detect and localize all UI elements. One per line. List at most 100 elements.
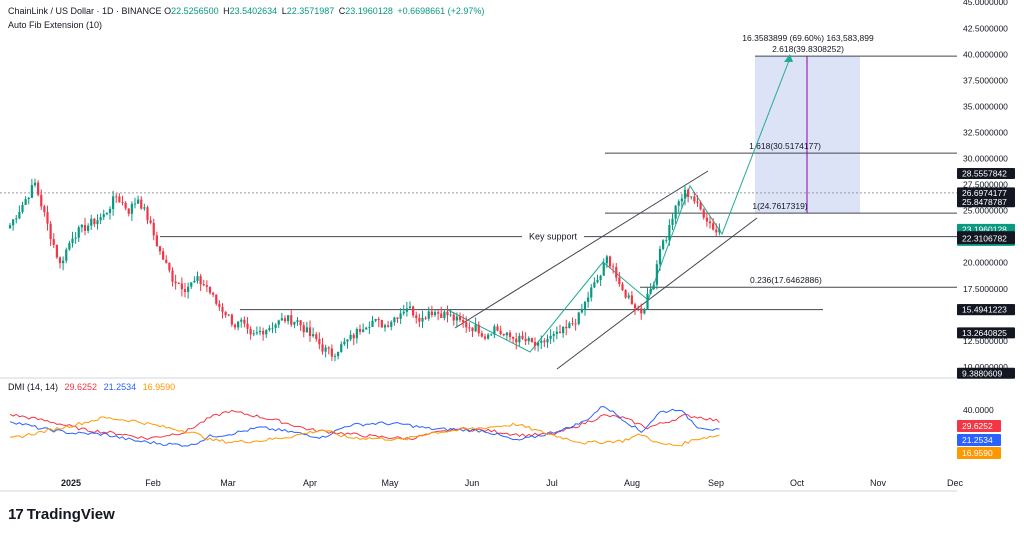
dmi-value: 29.6252 (64, 382, 98, 392)
time-axis-label: May (381, 478, 399, 488)
candle (355, 329, 358, 339)
candle (318, 338, 321, 345)
candle (568, 323, 571, 329)
candle (205, 285, 208, 287)
candle (477, 324, 480, 334)
candle (112, 196, 115, 210)
candle (21, 204, 24, 212)
candle (208, 286, 212, 293)
price-axis-label: 32.5000000 (963, 127, 1008, 137)
price-tag-bg (957, 187, 1015, 199)
candle (108, 209, 112, 213)
candle (555, 331, 558, 334)
dmi-tag-bg (957, 420, 1001, 432)
tradingview-logo-icon: 17 (8, 506, 24, 523)
candle (199, 276, 202, 285)
candle (605, 256, 608, 264)
candle (221, 307, 224, 312)
candle (227, 314, 230, 316)
candle (8, 225, 12, 229)
price-axis-label: 42.5000000 (963, 23, 1008, 33)
candle (533, 341, 537, 346)
price-tag-bg (957, 367, 1015, 379)
candle (490, 334, 493, 336)
candle (283, 318, 287, 322)
price-tag-label: 23.1960128 (962, 224, 1007, 234)
candle (599, 275, 602, 281)
price-axis-label: 12.5000000 (963, 336, 1008, 346)
candle (690, 196, 693, 198)
candle (715, 229, 718, 233)
candle (633, 304, 637, 309)
candle (452, 314, 455, 321)
candle (574, 323, 577, 325)
candle (421, 317, 424, 322)
candle (71, 238, 74, 244)
dmi-tag-bg (957, 447, 1001, 459)
price-tag-bg (957, 304, 1015, 316)
candle (333, 356, 337, 357)
candle (246, 323, 249, 329)
candle (99, 217, 102, 221)
candle (168, 262, 171, 271)
candle (187, 286, 190, 292)
candle (487, 334, 490, 339)
dmi-value: 16.9590 (140, 382, 176, 392)
candle (674, 205, 677, 219)
candle (583, 301, 587, 310)
candle (665, 240, 668, 241)
candle (102, 214, 105, 218)
price-axis-label: 20.0000000 (963, 258, 1008, 268)
candle (83, 224, 87, 231)
candle (312, 334, 315, 337)
candle (687, 189, 690, 197)
candle (118, 196, 121, 203)
time-axis-label: 2025 (61, 478, 81, 488)
candle (146, 207, 149, 221)
candle (133, 203, 137, 205)
candle (24, 199, 27, 205)
candle (249, 328, 252, 335)
dmi-value: 21.2534 (101, 382, 137, 392)
candle (90, 218, 93, 226)
candle (571, 323, 574, 324)
candle (518, 335, 521, 343)
candle (480, 333, 483, 337)
candle (612, 266, 615, 268)
time-axis-label: Apr (303, 478, 317, 488)
candle (627, 295, 630, 298)
candle (77, 227, 80, 238)
candle (708, 221, 712, 224)
candle (649, 289, 652, 294)
adx-line (9, 409, 720, 441)
candle (158, 246, 162, 252)
measure-label: 16.3583899 (69.60%) 163,583,899 (742, 33, 874, 43)
candle (540, 340, 543, 343)
candle (233, 324, 237, 328)
candle (37, 182, 40, 195)
candle (405, 308, 408, 312)
fib-level-label: 0.236(17.6462886) (750, 275, 822, 285)
fib-level-label: 1.618(30.5174177) (749, 141, 821, 151)
candle (596, 280, 599, 283)
dmi-tag-label: 21.2534 (962, 435, 993, 445)
candle (165, 259, 168, 263)
candle (258, 330, 262, 333)
candle (308, 327, 312, 337)
price-tag-bg (957, 168, 1015, 180)
candle (302, 325, 305, 333)
candle (387, 325, 390, 327)
candle (524, 338, 527, 342)
dmi-label: DMI (14, 14) (8, 382, 59, 392)
candle (415, 315, 418, 318)
key-support-label-bg (522, 229, 584, 242)
candle (602, 263, 605, 276)
price-axis-label: 25.0000000 (963, 206, 1008, 216)
candle (646, 293, 649, 310)
candle (18, 211, 21, 219)
candle (502, 334, 505, 336)
candle (65, 249, 68, 261)
candle (80, 224, 83, 228)
